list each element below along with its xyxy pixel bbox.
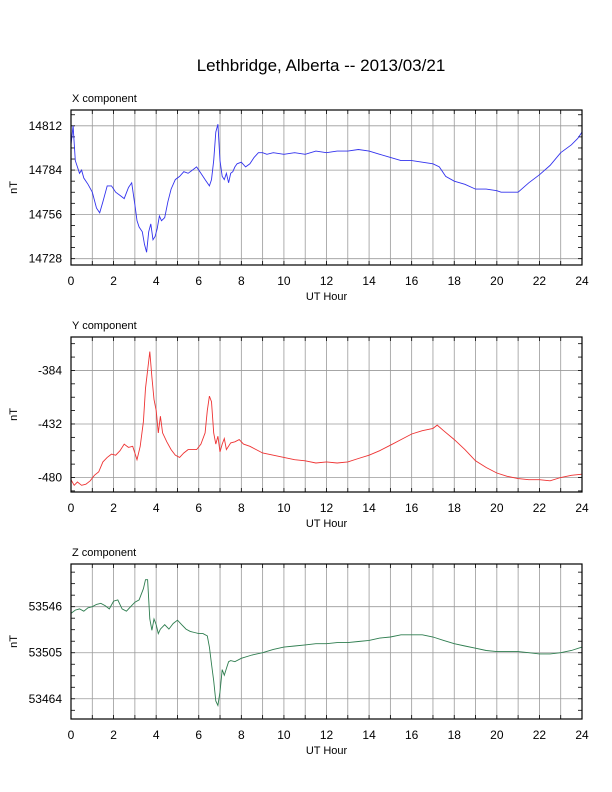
y-tick-label: -432 [38,417,62,431]
x-tick-label: 18 [448,501,462,515]
x-tick-label: 20 [490,501,504,515]
x-tick-label: 24 [575,728,589,742]
x-tick-label: 6 [195,501,202,515]
x-tick-label: 4 [153,728,160,742]
z-component-series-line [70,579,583,708]
x-tick-label: 0 [68,728,75,742]
x-tick-label: 0 [68,501,75,515]
y-tick-label: -480 [38,471,62,485]
x-tick-label: 6 [195,274,202,288]
x-tick-label: 16 [405,501,419,515]
x-tick-label: 6 [195,728,202,742]
page-title: Lethbridge, Alberta -- 2013/03/21 [196,56,446,75]
x-tick-label: 8 [238,728,245,742]
y-tick-label: 14784 [29,163,63,177]
y-tick-label: 14728 [29,252,63,266]
z-component-frame [70,563,583,720]
y-component-frame [70,336,583,493]
x-component-label: X component [72,93,137,105]
z-component-label: Z component [72,547,136,559]
x-tick-label: 8 [238,274,245,288]
x-axis-title: UT Hour [306,745,348,757]
x-tick-label: 2 [110,728,117,742]
x-tick-label: 2 [110,501,117,515]
y-tick-label: 14812 [29,119,63,133]
x-tick-label: 22 [533,274,547,288]
x-tick-label: 20 [490,728,504,742]
x-tick-label: 12 [320,501,334,515]
x-tick-label: 10 [277,501,291,515]
x-tick-label: 22 [533,728,547,742]
x-tick-label: 12 [320,274,334,288]
x-component-frame [70,109,583,266]
x-tick-label: 14 [362,501,376,515]
x-axis-title: UT Hour [306,291,348,303]
x-tick-label: 18 [448,728,462,742]
x-tick-label: 16 [405,728,419,742]
y-component-series-line [70,351,583,487]
x-tick-label: 18 [448,274,462,288]
y-axis-title: nT [8,408,20,421]
y-axis-title: nT [8,181,20,194]
x-tick-label: 10 [277,728,291,742]
x-tick-label: 16 [405,274,419,288]
y-component-label: Y component [72,320,137,332]
y-tick-label: 53546 [29,600,63,614]
x-tick-label: 24 [575,274,589,288]
x-tick-label: 4 [153,274,160,288]
x-tick-label: 4 [153,501,160,515]
x-tick-label: 0 [68,274,75,288]
x-tick-label: 20 [490,274,504,288]
x-tick-label: 10 [277,274,291,288]
x-component-series-line [70,124,583,253]
y-tick-label: -384 [38,363,62,377]
x-tick-label: 14 [362,728,376,742]
x-axis-title: UT Hour [306,518,348,530]
y-axis-title: nT [8,635,20,648]
y-tick-label: 53505 [29,646,63,660]
x-tick-label: 14 [362,274,376,288]
x-tick-label: 24 [575,501,589,515]
x-tick-label: 2 [110,274,117,288]
x-tick-label: 22 [533,501,547,515]
y-tick-label: 53464 [29,692,63,706]
x-tick-label: 8 [238,501,245,515]
x-tick-label: 12 [320,728,334,742]
y-tick-label: 14756 [29,207,63,221]
